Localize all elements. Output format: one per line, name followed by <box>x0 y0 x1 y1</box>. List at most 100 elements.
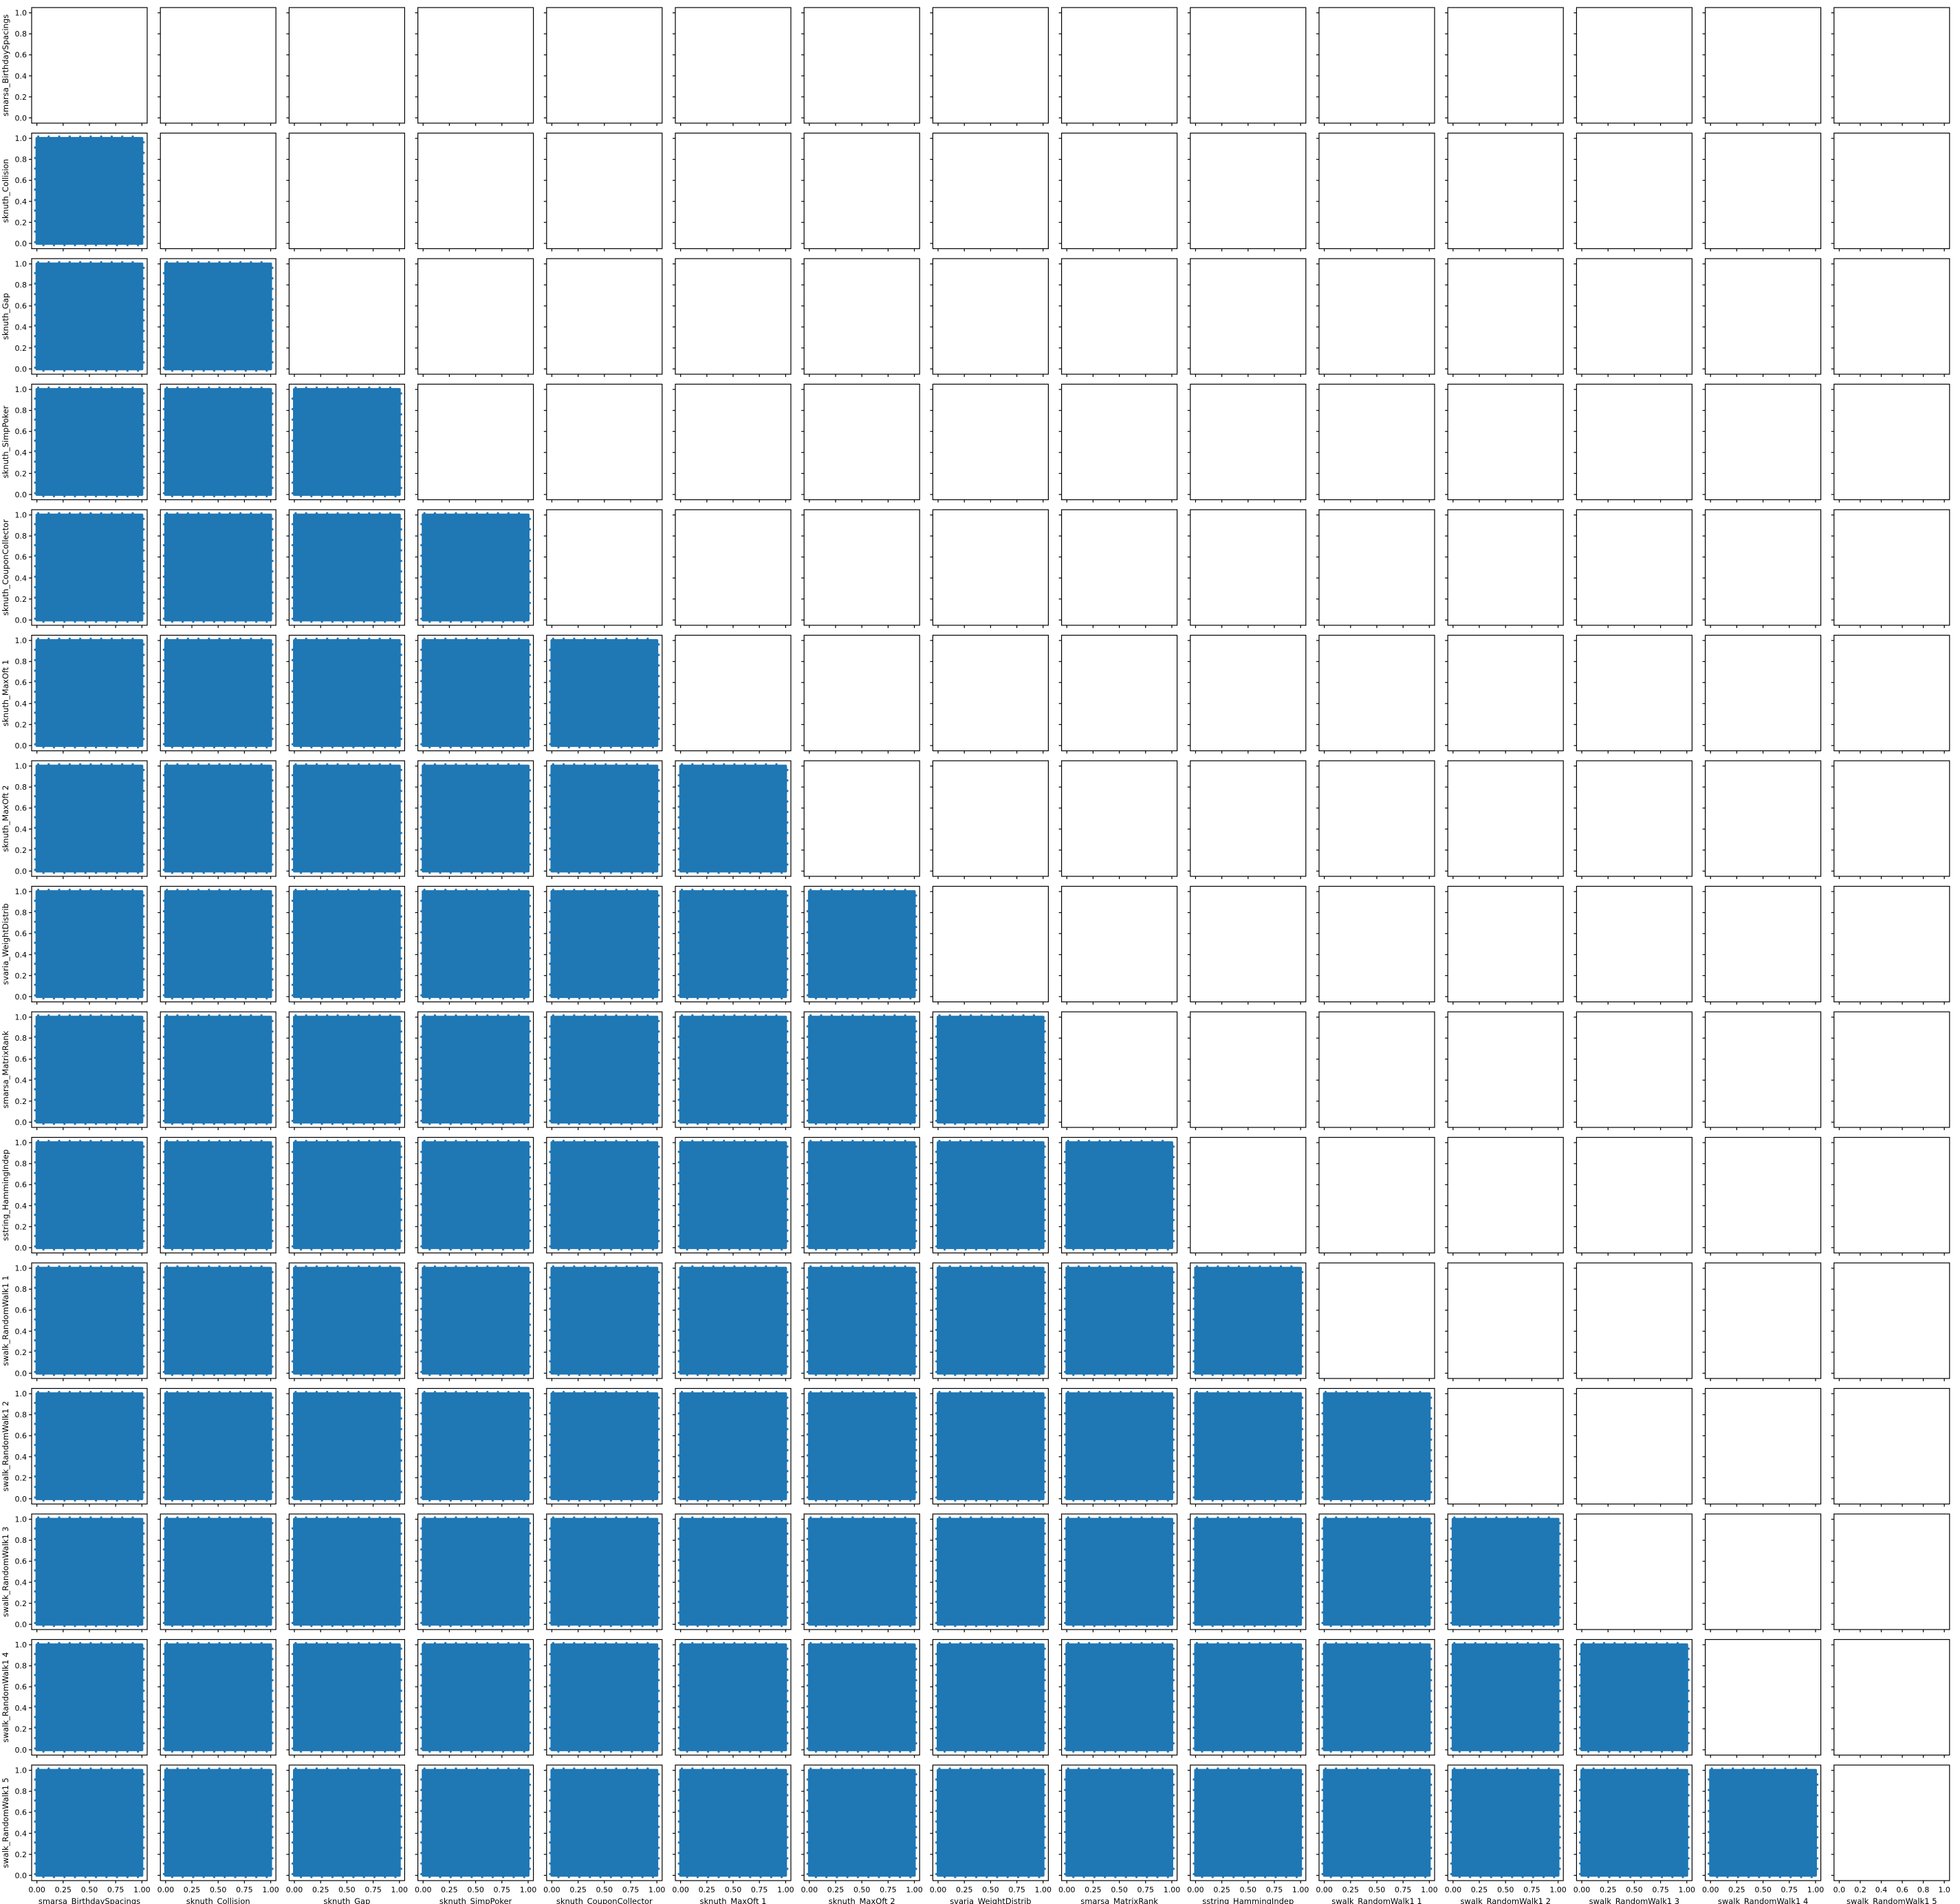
scatter-edge-point <box>915 1344 917 1347</box>
scatter-edge-point <box>192 872 195 874</box>
scatter-edge-point <box>938 1140 941 1143</box>
scatter-edge-point <box>1232 1499 1235 1502</box>
scatter-edge-point <box>786 1187 789 1190</box>
scatter-edge-point <box>1290 1265 1293 1268</box>
scatter-edge-point <box>552 1140 554 1143</box>
subplot-r6-c4 <box>415 634 534 754</box>
scatter-edge-point <box>1237 1265 1241 1268</box>
y-tick-label: 0.8 <box>15 909 28 918</box>
scatter-edge-point <box>162 1339 165 1342</box>
scatter-edge-point <box>980 1140 983 1143</box>
scatter-edge-point <box>331 997 334 999</box>
scatter-points-sknuth_SimpPoker-vs-sstring_HammingIndep <box>422 1141 530 1249</box>
scatter-edge-point <box>786 1491 789 1493</box>
scatter-edge-point <box>696 1248 699 1251</box>
scatter-edge-point <box>271 832 274 834</box>
scatter-edge-point <box>615 763 618 766</box>
scatter-edge-point <box>1022 1014 1025 1017</box>
scatter-edge-point <box>79 1391 82 1394</box>
scatter-edge-point <box>1043 1103 1046 1107</box>
scatter-edge-point <box>481 872 483 874</box>
scatter-edge-point <box>986 1123 988 1125</box>
scatter-edge-point <box>935 1224 938 1227</box>
scatter-edge-point <box>696 1374 699 1376</box>
scatter-edge-point <box>336 1014 339 1017</box>
scatter-edge-point <box>974 1499 977 1502</box>
scatter-edge-point <box>749 1248 752 1251</box>
scatter-edge-point <box>599 997 602 999</box>
scatter-edge-point <box>759 1374 762 1376</box>
scatter-edge-point <box>34 199 36 202</box>
scatter-edge-point <box>137 369 140 372</box>
scatter-edge-point <box>915 1093 917 1096</box>
scatter-edge-point <box>162 1464 165 1467</box>
scatter-edge-point <box>677 1046 680 1049</box>
scatter-edge-point <box>549 1171 552 1174</box>
scatter-edge-point <box>1043 1470 1046 1473</box>
scatter-edge-point <box>79 889 82 891</box>
scatter-edge-point <box>162 596 165 599</box>
scatter-edge-point <box>162 575 165 578</box>
subplot-r11-c13 <box>1574 1262 1692 1381</box>
scatter-edge-point <box>915 1312 917 1316</box>
subplot-r4-c2 <box>157 383 276 503</box>
scatter-edge-point <box>836 997 838 999</box>
scatter-edge-point <box>444 512 447 515</box>
scatter-edge-point <box>986 1248 988 1251</box>
subplot-r7-c5 <box>543 760 663 879</box>
scatter-edge-point <box>58 889 61 891</box>
scatter-edge-point <box>781 1499 783 1502</box>
axes-frame <box>288 258 405 375</box>
scatter-edge-point <box>142 215 145 217</box>
scatter-edge-point <box>557 746 560 748</box>
y-tick-label: 0.6 <box>15 1431 28 1440</box>
scatter-edge-point <box>898 1123 902 1125</box>
subplot-r11-c11 <box>1316 1262 1435 1381</box>
scatter-edge-point <box>1285 1374 1287 1376</box>
axes-frame <box>160 132 276 250</box>
scatter-edge-point <box>830 1265 833 1268</box>
scatter-edge-point <box>1211 1499 1214 1502</box>
scatter-edge-point <box>400 852 402 856</box>
scatter-edge-point <box>420 920 423 923</box>
scatter-edge-point <box>1016 1374 1020 1376</box>
scatter-edge-point <box>915 1208 917 1211</box>
scatter-edge-point <box>806 1224 809 1227</box>
y-tick-label: 0.4 <box>15 72 28 80</box>
subplot-r2-c9 <box>1058 132 1178 252</box>
scatter-edge-point <box>528 1041 532 1043</box>
y-tick-label: 0.0 <box>15 742 28 750</box>
scatter-edge-point <box>481 1374 483 1376</box>
subplot-r11-c10 <box>1187 1262 1307 1381</box>
scatter-edge-point <box>549 847 552 850</box>
scatter-edge-point <box>162 1412 165 1415</box>
scatter-edge-point <box>1146 1248 1148 1251</box>
subplot-r11-c7 <box>801 1262 920 1381</box>
scatter-edge-point <box>79 512 82 515</box>
scatter-edge-point <box>935 1276 938 1279</box>
scatter-edge-point <box>420 1025 423 1028</box>
scatter-edge-point <box>528 1302 532 1305</box>
scatter-edge-point <box>1064 1286 1067 1289</box>
scatter-edge-point <box>460 1374 463 1376</box>
scatter-edge-point <box>1012 1014 1014 1017</box>
scatter-edge-point <box>294 1014 297 1017</box>
scatter-edge-point <box>331 746 334 748</box>
scatter-edge-point <box>250 638 252 640</box>
scatter-edge-point <box>696 1499 699 1502</box>
scatter-edge-point <box>677 1276 680 1279</box>
scatter-edge-point <box>657 1156 660 1158</box>
scatter-edge-point <box>142 591 145 594</box>
y-tick-label: 0.8 <box>15 1411 28 1420</box>
scatter-edge-point <box>400 601 402 605</box>
scatter-edge-point <box>728 1123 730 1125</box>
scatter-edge-point <box>142 1229 145 1232</box>
scatter-edge-point <box>840 1265 844 1268</box>
scatter-edge-point <box>63 872 66 874</box>
scatter-edge-point <box>171 997 173 999</box>
scatter-edge-point <box>34 1161 36 1164</box>
y-tick-label: 0.6 <box>15 678 28 687</box>
scatter-edge-point <box>651 872 655 874</box>
y-tick-label: 0.4 <box>15 574 28 583</box>
scatter-edge-point <box>786 1103 789 1107</box>
